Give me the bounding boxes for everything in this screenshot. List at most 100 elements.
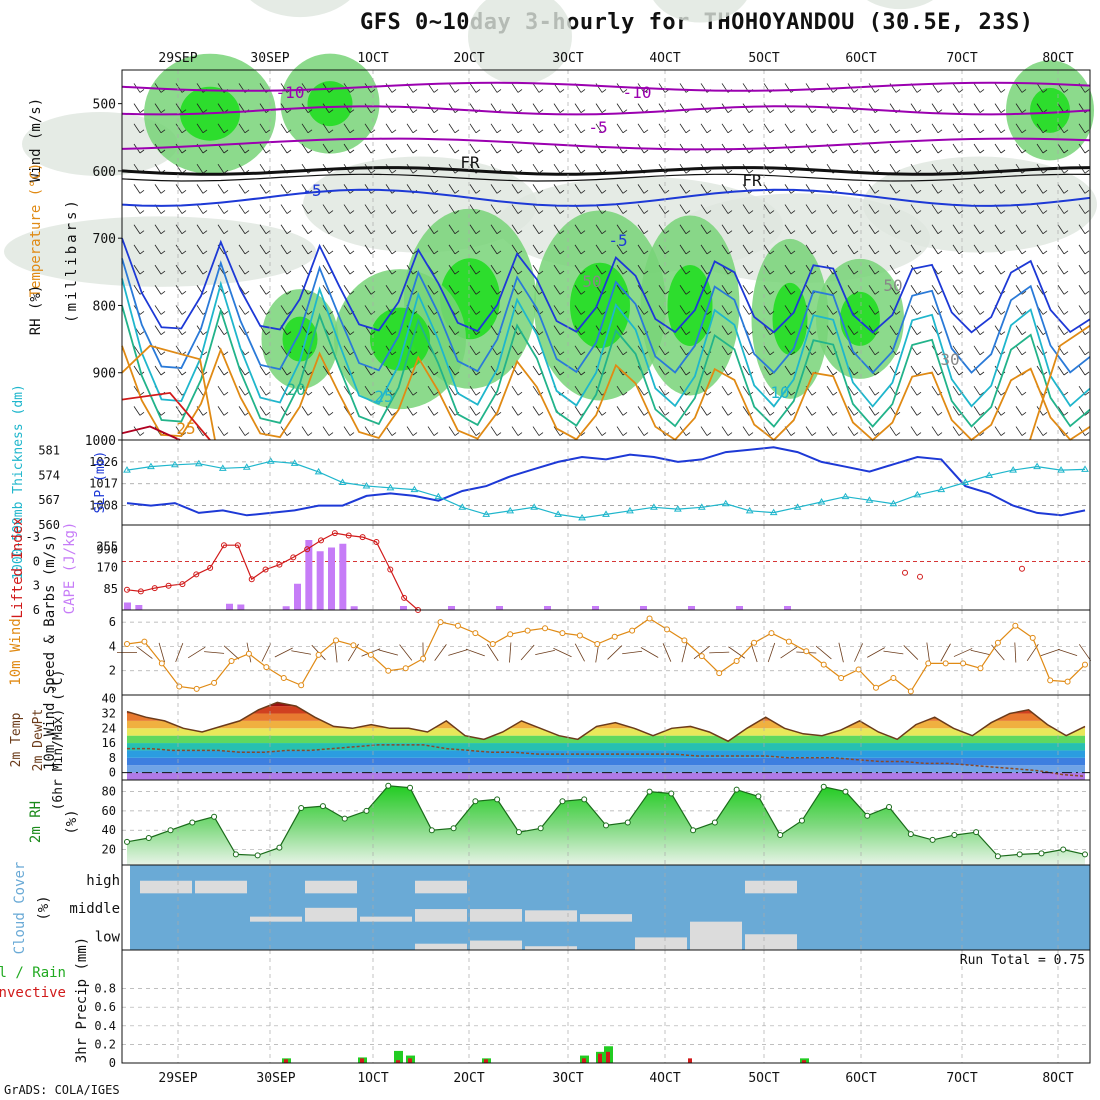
wind-barb [847,285,855,295]
wind-barb [1078,184,1086,194]
wind-barb [1036,345,1044,356]
wind-barb-tick [685,169,691,174]
wind-barb [595,426,603,436]
wind-barb-tick [874,250,880,255]
wind-barb [889,163,897,174]
wind-barb-tick [643,149,649,154]
thickness-tick: 567 [38,493,60,507]
wind-barb [154,325,162,335]
wind-barb-tick [139,89,145,93]
wind-barb-tick [706,391,712,396]
wind-barb [973,285,981,295]
thickness-point [434,492,443,500]
wind-barb-tick [748,250,754,255]
wind-barb [1057,325,1065,335]
wind-barb-tick [958,129,964,134]
rh-point [341,815,348,822]
wind-barb [385,345,393,356]
wind-barb-tick [1021,331,1027,335]
wind-barb [238,224,246,234]
wind-barb-tick [1042,129,1048,134]
wind-barb-tick [1042,190,1048,194]
wind-barb [658,325,666,335]
precip-tick: 0.8 [94,982,116,996]
wind-barb [343,264,351,275]
thickness-tick: 581 [38,444,60,458]
wind-barb [931,143,939,154]
rh-shade-bright [1030,87,1070,133]
wind-barb-tick [181,129,187,134]
wind-barb [196,103,204,113]
wind-barb [826,123,834,134]
wind-barb [301,83,309,93]
wind-barb-tick [790,149,796,154]
wind-barb-tick [979,190,985,194]
wind-barb [301,204,309,214]
wind-barb [1057,244,1065,255]
cape-bar [282,606,290,610]
axis-label-li: Lifted Index [10,517,26,618]
wind-barb-tick [433,230,439,235]
wind-barb [679,325,687,335]
wind-barb-tick [433,432,439,436]
li-point [179,581,186,588]
wind-barb [322,123,330,134]
wind-barb [847,244,855,255]
wind-barb-tick [1063,270,1069,275]
wind-barb [952,244,960,255]
wind-barb [553,345,561,356]
rh-point [450,825,457,832]
wind-barb [532,426,540,436]
wind-barb-tick [433,371,439,376]
wind-barb [490,285,498,295]
wind-speed-point [158,660,165,667]
contour-freezing-2 [121,173,1091,182]
wind-barb [469,184,477,194]
wind-barb [616,325,624,335]
pressure-tick: 1000 [85,434,116,449]
wind-barb [826,406,834,416]
wind-barb [868,184,876,194]
wind-barb-tick [895,89,901,93]
rh-point [1082,851,1088,858]
wind-barb-tick [853,190,859,194]
wind-barb [574,264,582,275]
wind-barb-tick [559,351,565,356]
wind-barb [780,646,798,659]
wind-barb [763,224,771,234]
wind-barb-tick [685,412,691,416]
wind-barb [280,345,288,356]
wind-barb [679,83,687,93]
li-point [1019,565,1025,572]
wind-barb [511,123,519,134]
wind-barb [994,365,1002,376]
wind-barb [805,305,813,315]
wind-barb-tick [1021,149,1027,154]
wind-barb [637,406,645,416]
wind-barb-tick [391,270,397,275]
wind-barb-tick [685,371,691,376]
wind-barb-tick [958,290,964,295]
wind-barb-tick [202,290,208,295]
rh-point [973,829,980,836]
wind-barb [448,103,456,113]
wind-speed-point [1082,661,1088,668]
wind-barb-tick [1084,149,1090,154]
wind-barb-tick [979,89,985,93]
wind-barb-tick [895,432,901,436]
wind-barb [136,646,153,659]
wind-barb [763,123,771,134]
wind-barb-tick [349,250,355,255]
wind-barb [490,184,498,194]
precip-convective-bar [360,1058,364,1063]
wind-barb [448,204,456,214]
wind-barb-tick [685,432,691,436]
wind-barb-tick [286,311,292,315]
wind-barb [490,365,498,376]
wind-barb-tick [853,412,859,416]
wind-speed-point [141,638,148,645]
li-tick: 0 [33,554,40,568]
wind-barb [1057,365,1065,376]
wind-barb-tick [139,230,145,235]
cape-bar-small [592,606,599,610]
